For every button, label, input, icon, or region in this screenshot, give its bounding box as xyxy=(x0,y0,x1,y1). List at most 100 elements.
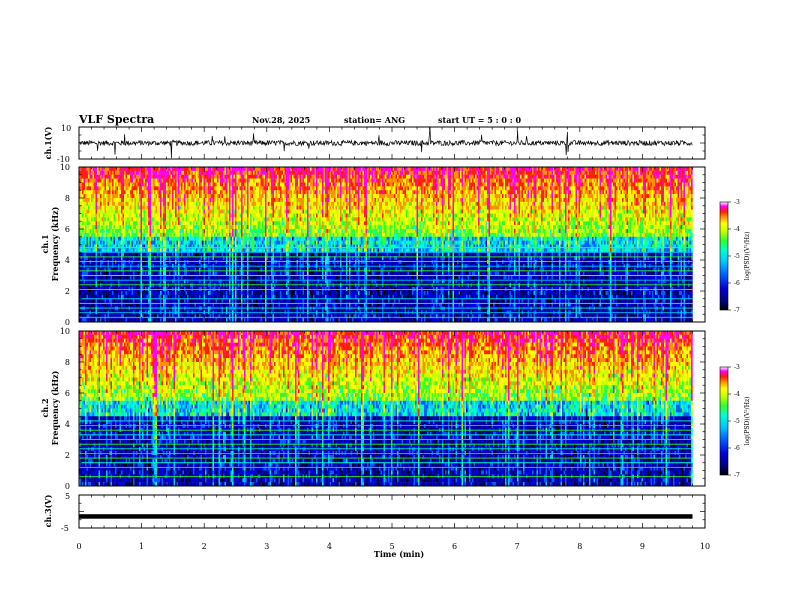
spectrogram-cell xyxy=(115,248,117,253)
spectrogram-cell xyxy=(166,267,168,272)
spectrogram-cell xyxy=(197,221,200,226)
spectrogram-cell xyxy=(118,190,120,195)
spectrogram-cell xyxy=(220,306,222,311)
spectrogram-cell xyxy=(154,306,156,311)
spectrogram-cell xyxy=(181,167,183,172)
spectrogram-cell xyxy=(170,294,173,299)
spectrogram-cell xyxy=(221,225,224,230)
spectrogram-cell xyxy=(79,294,81,299)
spectrogram-cell xyxy=(179,306,182,311)
spectrogram-cell xyxy=(89,240,92,245)
spectrogram-cell xyxy=(200,236,203,241)
spectrogram-cell xyxy=(98,267,101,272)
spectrogram-cell xyxy=(143,267,146,272)
spectrogram-cell xyxy=(127,248,129,253)
spectrogram-cell xyxy=(143,291,146,296)
spectrogram-cell xyxy=(163,186,165,191)
spectrogram-cell xyxy=(188,291,191,296)
spectrogram-cell xyxy=(170,256,173,261)
spectrogram-cell xyxy=(212,167,215,172)
spectrogram-cell xyxy=(220,174,222,179)
spectrogram-cell xyxy=(238,298,240,303)
spectrogram-cell xyxy=(227,294,230,299)
spectrogram-cell xyxy=(181,294,183,299)
spectrogram-cell xyxy=(260,167,263,172)
spectrogram-cell xyxy=(166,213,168,218)
spectrogram-cell xyxy=(121,298,123,303)
spectrogram-cell xyxy=(158,236,161,241)
spectrogram-cell xyxy=(97,205,99,210)
spectrogram-cell xyxy=(94,244,96,249)
spectrogram-cell xyxy=(235,213,237,218)
spectrogram-cell xyxy=(250,213,252,218)
spectrogram-cell xyxy=(152,221,155,226)
spectrogram-cell xyxy=(187,182,189,187)
spectrogram-cell xyxy=(256,194,258,199)
spectrogram-cell xyxy=(176,174,179,179)
spectrogram-cell xyxy=(205,314,207,319)
spectrogram-cell xyxy=(130,205,132,210)
spectrogram-cell xyxy=(260,225,263,230)
spectrogram-cell xyxy=(181,271,183,276)
spectrogram-cell xyxy=(119,252,122,257)
spectrogram-cell xyxy=(101,190,104,195)
spectrogram-cell xyxy=(95,205,98,210)
spectrogram-cell xyxy=(173,294,176,299)
spectrogram-cell xyxy=(128,248,131,253)
spectrogram-cell xyxy=(146,279,149,284)
spectrogram-cell xyxy=(257,298,260,303)
spectrogram-cell xyxy=(178,244,180,249)
spectrogram-cell xyxy=(145,213,147,218)
spectrogram-cell xyxy=(254,256,257,261)
spectrogram-cell xyxy=(233,178,236,183)
spectrogram-cell xyxy=(164,248,167,253)
spectrogram-cell xyxy=(242,201,245,206)
spectrogram-cell xyxy=(133,294,135,299)
spectrogram-cell xyxy=(211,306,213,311)
spectrogram-cell xyxy=(92,190,95,195)
spectrogram-cell xyxy=(194,275,197,280)
spectrogram-cell xyxy=(227,279,230,284)
spectrogram-cell xyxy=(181,221,183,226)
spectrogram-cell xyxy=(95,201,98,206)
spectrogram-cell xyxy=(247,279,249,284)
spectrogram-cell xyxy=(176,190,179,195)
spectrogram-cell xyxy=(253,205,255,210)
spectrogram-cell xyxy=(136,213,138,218)
spectrogram-cell xyxy=(238,275,240,280)
spectrogram-cell xyxy=(175,225,177,230)
spectrogram-cell xyxy=(121,240,123,245)
spectrogram-cell xyxy=(119,194,122,199)
spectrogram-cell xyxy=(196,205,198,210)
spectrogram-cell xyxy=(121,174,123,179)
spectrogram-cell xyxy=(134,190,137,195)
spectrogram-cell xyxy=(194,170,197,175)
spectrogram-cell xyxy=(233,167,236,172)
spectrogram-cell xyxy=(202,198,204,203)
spectrogram-cell xyxy=(185,236,188,241)
spectrogram-cell xyxy=(101,302,104,307)
spectrogram-cell xyxy=(187,225,189,230)
spectrogram-cell xyxy=(232,198,234,203)
spectrogram-cell xyxy=(187,178,189,183)
spectrogram-cell xyxy=(191,170,194,175)
spectrogram-cell xyxy=(145,209,147,214)
spectrogram-cell xyxy=(223,170,225,175)
spectrogram-cell xyxy=(256,318,258,323)
spectrogram-cell xyxy=(217,298,219,303)
spectrogram-cell xyxy=(173,283,176,288)
spectrogram-cell xyxy=(185,271,188,276)
spectrogram-cell xyxy=(143,229,146,234)
spectrogram-cell xyxy=(152,167,155,172)
spectrogram-cell xyxy=(124,190,126,195)
spectrogram-cell xyxy=(220,167,222,172)
spectrogram-cell xyxy=(169,178,171,183)
spectrogram-cell xyxy=(152,209,155,214)
spectrogram-cell xyxy=(193,225,195,230)
spectrogram-cell xyxy=(86,225,89,230)
spectrogram-cell xyxy=(226,306,228,311)
spectrogram-cell xyxy=(103,205,105,210)
spectrogram-cell xyxy=(208,201,210,206)
spectrogram-cell xyxy=(149,267,152,272)
spectrogram-cell xyxy=(223,252,225,257)
